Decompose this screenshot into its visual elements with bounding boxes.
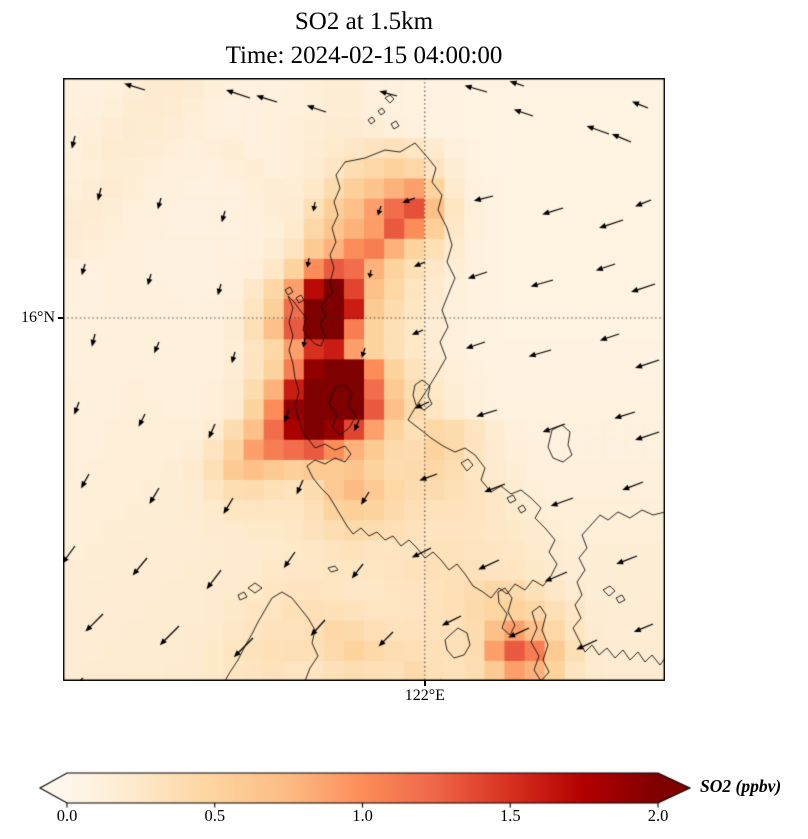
colorbar-tick-label: 1.0	[352, 806, 373, 825]
colorbar-tick-label: 1.5	[499, 806, 521, 825]
colorbar-tick-label: 0.0	[56, 806, 78, 825]
colorbar-canvas	[36, 770, 700, 808]
colorbar-tick-label: 0.5	[204, 806, 226, 825]
colorbar-tick-label: 2.0	[647, 806, 669, 825]
y-axis-tick-label: 16°N	[21, 308, 55, 326]
chart-title: SO2 at 1.5km	[294, 8, 434, 35]
colorbar-label: SO2 (ppbv)	[700, 776, 782, 796]
y-axis-tick-mark	[58, 317, 63, 319]
x-axis-tick-mark	[424, 681, 426, 686]
chart-subtitle-time: Time: 2024-02-15 04:00:00	[225, 42, 503, 69]
x-axis-tick-label: 122°E	[404, 687, 445, 704]
map-canvas	[63, 78, 665, 681]
